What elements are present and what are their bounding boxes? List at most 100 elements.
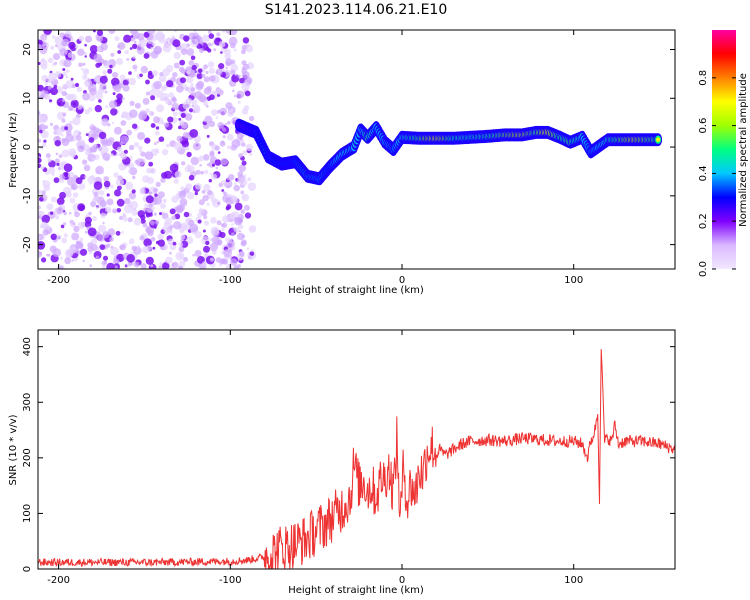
noise-blob (237, 74, 241, 78)
noise-blob (120, 120, 127, 126)
noise-blob (209, 75, 216, 82)
noise-blob (241, 193, 250, 202)
noise-blob (182, 101, 191, 110)
noise-blob (196, 72, 203, 79)
noise-blob (97, 146, 103, 152)
noise-blob (69, 197, 76, 204)
noise-blob (71, 232, 80, 241)
noise-blob (222, 191, 226, 195)
spectrogram-xlabel: Height of straight line (km) (288, 285, 424, 296)
noise-blob (144, 137, 151, 144)
noise-blob (215, 71, 219, 74)
colorbar-tick-label: 0.6 (698, 118, 709, 134)
noise-blob (103, 255, 108, 261)
noise-blob (218, 41, 226, 48)
noise-blob (49, 245, 57, 253)
noise-blob (225, 66, 228, 70)
noise-blob (163, 122, 170, 128)
noise-blob (56, 197, 65, 206)
colorbar-tick-label: 0.4 (698, 165, 709, 181)
noise-blob (236, 132, 244, 140)
noise-blob (155, 220, 160, 225)
noise-blob (127, 170, 131, 173)
noise-blob (43, 139, 47, 143)
noise-blob (89, 87, 97, 96)
noise-blob (241, 49, 246, 55)
noise-blob (195, 169, 201, 175)
noise-blob (79, 248, 88, 256)
noise-blob (50, 87, 58, 96)
noise-blob (179, 198, 188, 206)
ridge-core (656, 137, 661, 142)
noise-blob (180, 234, 186, 240)
noise-blob (140, 65, 148, 74)
noise-blob (139, 110, 148, 119)
noise-blob (120, 191, 124, 195)
noise-blob (246, 247, 250, 251)
noise-blob (89, 264, 93, 268)
noise-blob (84, 55, 87, 58)
snr-ticks: -200 -100 0 100 0 100 200 300 400 (22, 330, 675, 586)
snr-background (38, 330, 675, 569)
noise-blob (231, 223, 234, 226)
noise-blob (220, 223, 225, 227)
noise-blob (148, 110, 153, 115)
noise-blob (38, 125, 43, 130)
noise-blob (98, 131, 107, 140)
noise-blob (72, 222, 76, 225)
noise-blob (147, 30, 156, 35)
noise-blob (116, 93, 123, 100)
noise-blob (122, 212, 126, 217)
noise-blob (165, 41, 169, 44)
noise-blob (153, 187, 159, 193)
noise-blob (63, 59, 72, 68)
noise-blob (245, 44, 254, 53)
noise-blob (155, 126, 160, 130)
noise-blob (50, 211, 54, 215)
noise-blob (80, 174, 86, 180)
noise-blob (61, 237, 68, 244)
noise-blob (171, 215, 176, 221)
noise-blob (54, 140, 61, 147)
noise-blob (153, 80, 162, 90)
noise-blob (132, 55, 136, 59)
noise-blob (90, 201, 97, 208)
noise-blob (203, 215, 208, 220)
noise-blob (100, 212, 106, 219)
noise-blob (227, 145, 232, 150)
noise-blob (199, 48, 204, 53)
noise-blob (38, 210, 45, 217)
noise-blob (178, 190, 187, 199)
noise-blob (120, 135, 129, 144)
noise-blob (62, 98, 66, 102)
noise-blob (120, 152, 127, 160)
snr-ytick-label: 200 (22, 448, 33, 467)
noise-blob (49, 122, 54, 126)
noise-blob (174, 30, 177, 33)
noise-blob (173, 62, 180, 69)
noise-blob (178, 246, 185, 253)
noise-blob (212, 199, 221, 208)
noise-blob (225, 58, 233, 66)
noise-blob (178, 204, 185, 212)
noise-blob (123, 34, 132, 43)
noise-blob (73, 225, 80, 233)
noise-blob (107, 228, 116, 236)
noise-blob (106, 262, 115, 269)
noise-blob (203, 245, 210, 253)
noise-blob (165, 256, 173, 264)
noise-blob (132, 123, 138, 129)
noise-blob (93, 76, 100, 83)
noise-blob (188, 32, 196, 41)
noise-blob (59, 173, 66, 180)
noise-blob (185, 219, 189, 222)
figure-title: S141.2023.114.06.21.E10 (265, 2, 448, 18)
noise-blob (155, 130, 160, 136)
noise-blob (67, 171, 75, 179)
noise-blob (143, 31, 150, 38)
noise-blob (95, 255, 99, 259)
noise-blob (219, 107, 227, 116)
noise-blob (124, 198, 131, 205)
noise-blob (160, 121, 165, 125)
